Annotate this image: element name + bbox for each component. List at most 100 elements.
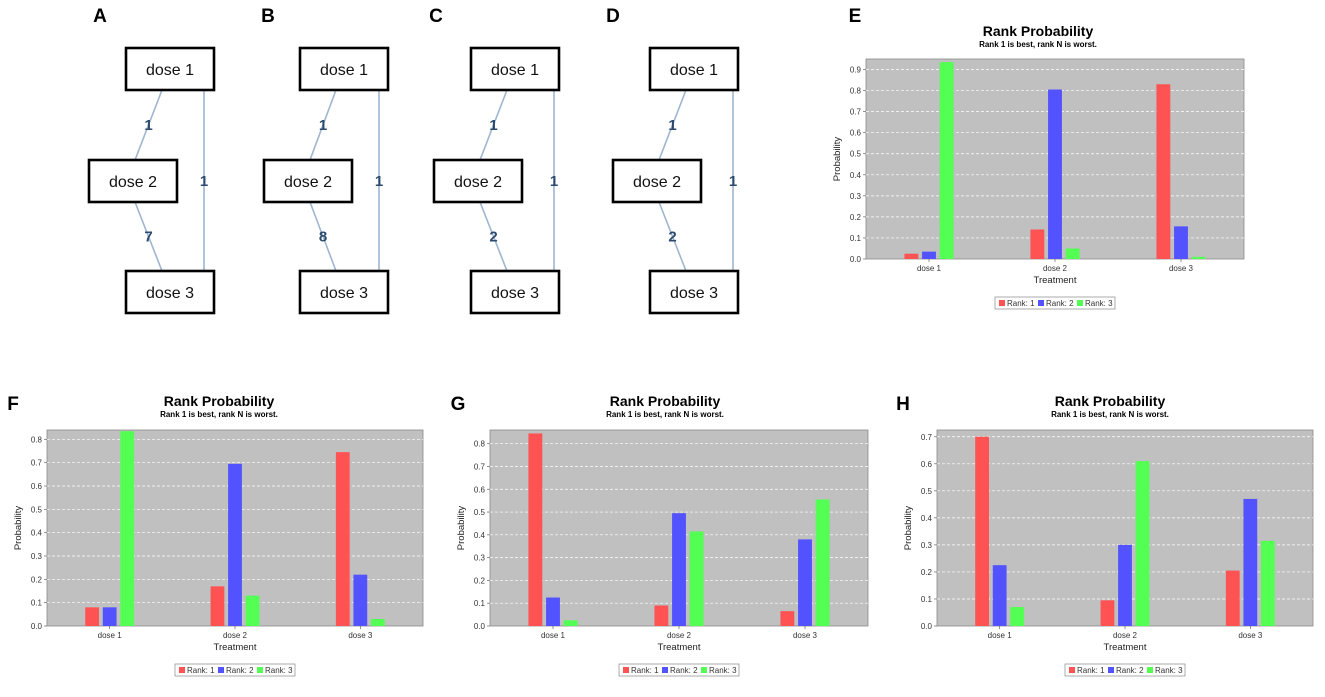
- bar-dose1-rank2: [922, 251, 936, 259]
- node-dose2: [432, 158, 524, 204]
- y-tick-label: 0.4: [31, 529, 43, 538]
- legend-label-rank3: Rank: 3: [1085, 299, 1113, 308]
- edge-label-dose1-dose3: 1: [200, 173, 208, 190]
- node-label-dose2: dose 2: [109, 174, 157, 191]
- node-dose2: [262, 158, 354, 204]
- chart-subtitle: Rank 1 is best, rank N is worst.: [606, 410, 724, 419]
- legend: [1064, 663, 1186, 677]
- legend-label-rank2: Rank: 2: [1116, 666, 1144, 675]
- y-tick-label: 0.6: [850, 129, 862, 138]
- bar-dose3-rank2: [1243, 498, 1258, 626]
- node-dose1: [298, 46, 390, 92]
- x-axis-title: Treatment: [1104, 642, 1147, 653]
- panel-label-e: E: [849, 6, 862, 27]
- x-tick-label: dose 1: [988, 631, 1013, 640]
- bar-dose3-rank3: [1260, 540, 1275, 626]
- y-tick-label: 0.6: [31, 482, 43, 491]
- x-axis-title: Treatment: [658, 642, 701, 653]
- y-tick-label: 0.2: [850, 213, 862, 222]
- y-tick-label: 0.1: [921, 595, 933, 604]
- chart-subtitle: Rank 1 is best, rank N is worst.: [160, 410, 278, 419]
- node-label-dose2: dose 2: [633, 174, 681, 191]
- chart-title: Rank Probability: [1055, 393, 1166, 409]
- bar-dose3-rank1: [780, 611, 795, 626]
- node-label-dose3: dose 3: [146, 285, 194, 302]
- panel-label-c: C: [429, 6, 443, 27]
- chart-subtitle: Rank 1 is best, rank N is worst.: [979, 40, 1097, 49]
- chart-title: Rank Probability: [983, 23, 1094, 39]
- y-tick-label: 0.8: [474, 440, 486, 449]
- edge-label-dose2-dose3: 8: [319, 229, 327, 246]
- y-tick-label: 0.4: [850, 171, 862, 180]
- bar-dose3-rank2: [798, 539, 812, 626]
- bar-dose3-rank3: [1191, 256, 1206, 259]
- chart-subtitle: Rank 1 is best, rank N is worst.: [1051, 410, 1169, 419]
- panel-label-h: H: [896, 394, 910, 415]
- legend-swatch-rank3: [1147, 667, 1153, 673]
- y-tick-label: 0.5: [850, 150, 862, 159]
- x-tick-label: dose 1: [917, 264, 942, 273]
- edge-label-dose2-dose3: 7: [144, 229, 152, 246]
- bar-dose1-rank3: [120, 431, 135, 626]
- legend: [174, 663, 296, 677]
- y-tick-label: 0.7: [31, 459, 43, 468]
- bar-dose3-rank2: [353, 574, 368, 626]
- panel-label-b: B: [261, 6, 275, 27]
- legend-swatch-rank1: [623, 667, 629, 673]
- y-tick-label: 0.2: [921, 568, 933, 577]
- bar-dose2-rank3: [689, 531, 704, 626]
- edge-label-dose1-dose3: 1: [729, 173, 737, 190]
- y-tick-label: 0.4: [474, 531, 486, 540]
- y-axis-title: Probability: [456, 506, 467, 551]
- y-tick-label: 0.4: [921, 514, 933, 523]
- y-tick-label: 0.6: [474, 485, 486, 494]
- node-dose3: [648, 269, 740, 315]
- node-label-dose1: dose 1: [146, 62, 194, 79]
- bar-dose2-rank3: [245, 595, 260, 626]
- y-tick-label: 0.5: [474, 508, 486, 517]
- legend-label-rank1: Rank: 1: [187, 666, 215, 675]
- y-tick-label: 0.3: [31, 552, 43, 561]
- x-tick-label: dose 3: [1169, 264, 1194, 273]
- edge-dose2-dose3: [658, 201, 687, 272]
- bar-dose3-rank3: [815, 499, 830, 626]
- y-tick-label: 0.3: [850, 192, 862, 201]
- bar-dose3-rank1: [1156, 84, 1171, 260]
- legend: [994, 296, 1116, 310]
- node-label-dose3: dose 3: [320, 285, 368, 302]
- edge-label-dose1-dose3: 1: [375, 173, 383, 190]
- edge-label-dose1-dose2: 1: [489, 117, 497, 134]
- bar-dose1-rank1: [904, 253, 919, 259]
- legend-swatch-rank3: [257, 667, 263, 673]
- edge-label-dose1-dose2: 1: [144, 117, 152, 134]
- legend-swatch-rank2: [1108, 667, 1114, 673]
- bar-dose2-rank2: [228, 463, 242, 626]
- node-dose3: [124, 269, 216, 315]
- x-tick-label: dose 3: [348, 631, 373, 640]
- node-label-dose1: dose 1: [491, 62, 539, 79]
- x-axis-title: Treatment: [1034, 275, 1077, 286]
- x-tick-label: dose 2: [1043, 264, 1068, 273]
- legend-swatch-rank2: [218, 667, 224, 673]
- node-label-dose1: dose 1: [670, 62, 718, 79]
- bar-dose2-rank1: [210, 586, 225, 626]
- bar-dose2-rank1: [1030, 229, 1045, 259]
- edge-label-dose2-dose3: 2: [489, 229, 497, 246]
- bar-dose1-rank1: [85, 607, 100, 626]
- y-tick-label: 0.9: [850, 66, 862, 75]
- legend-swatch-rank1: [179, 667, 185, 673]
- bar-dose3-rank1: [335, 452, 350, 626]
- x-tick-label: dose 2: [1113, 631, 1138, 640]
- edge-dose1-dose2: [309, 89, 337, 161]
- y-tick-label: 0.0: [474, 622, 486, 631]
- x-tick-label: dose 1: [98, 631, 123, 640]
- y-tick-label: 0.6: [921, 460, 933, 469]
- legend-label-rank3: Rank: 3: [709, 666, 737, 675]
- y-tick-label: 0.3: [474, 554, 486, 563]
- edge-dose1-dose2: [134, 89, 163, 161]
- node-dose1: [124, 46, 216, 92]
- legend-swatch-rank2: [1038, 300, 1044, 306]
- node-label-dose1: dose 1: [320, 62, 368, 79]
- x-tick-label: dose 3: [1238, 631, 1263, 640]
